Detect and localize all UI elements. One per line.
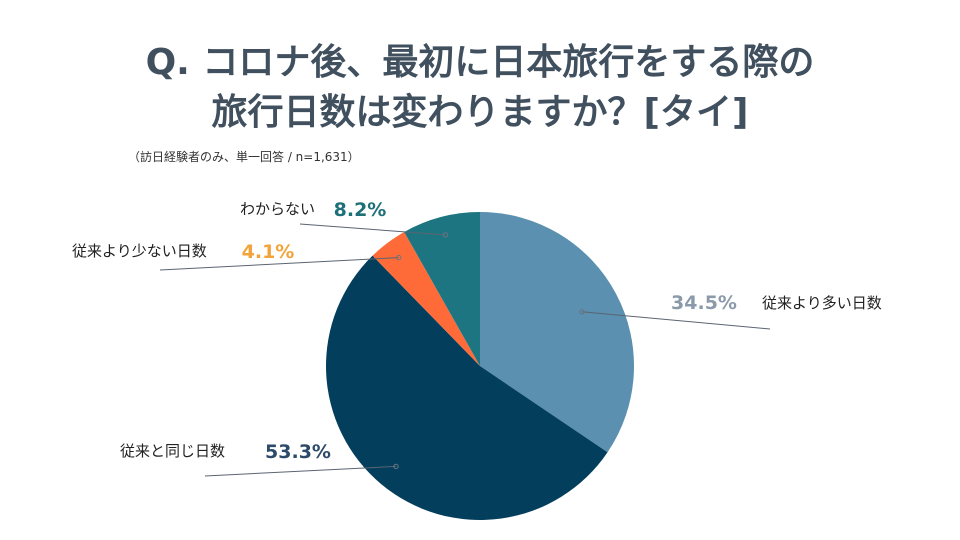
leader-line-same-days bbox=[204, 465, 397, 477]
page-title: Q. コロナ後、最初に日本旅行をする際の 旅行日数は変わりますか？[タイ] bbox=[0, 38, 960, 138]
leader-line-dont-know bbox=[299, 223, 446, 236]
leader-lines bbox=[159, 223, 771, 477]
slice-value-label-dont-know: 8.2% bbox=[334, 199, 387, 221]
leader-dot-dont-know bbox=[442, 232, 449, 238]
title-line-1: Q. コロナ後、最初に日本旅行をする際の bbox=[145, 42, 815, 83]
pie-slice-more-days bbox=[480, 212, 634, 453]
slice-value-label-more-days: 34.5% bbox=[671, 292, 737, 314]
leader-line-more-days bbox=[581, 311, 771, 330]
chart-subtitle: （訪日経験者のみ、単一回答 / n=1,631） bbox=[128, 150, 360, 164]
slice-value-label-fewer-days: 4.1% bbox=[242, 241, 295, 263]
pie-slice-same-days bbox=[325, 255, 608, 521]
slice-label-same-days: 従来と同じ日数 bbox=[120, 442, 225, 460]
title-line-2: 旅行日数は変わりますか？[タイ] bbox=[211, 92, 749, 133]
slice-value-label-same-days: 53.3% bbox=[265, 441, 331, 463]
slice-label-dont-know: わからない bbox=[240, 200, 315, 218]
pie-slices bbox=[325, 212, 634, 521]
leader-line-fewer-days bbox=[159, 257, 399, 271]
slice-label-more-days: 従来より多い日数 bbox=[762, 294, 882, 312]
pie-slice-dont-know bbox=[404, 212, 480, 366]
leader-dot-more-days bbox=[579, 309, 585, 315]
leader-dot-fewer-days bbox=[396, 254, 402, 261]
slice-label-fewer-days: 従来より少ない日数 bbox=[72, 242, 207, 260]
leader-dot-same-days bbox=[393, 463, 399, 470]
pie-slice-fewer-days bbox=[372, 231, 480, 366]
